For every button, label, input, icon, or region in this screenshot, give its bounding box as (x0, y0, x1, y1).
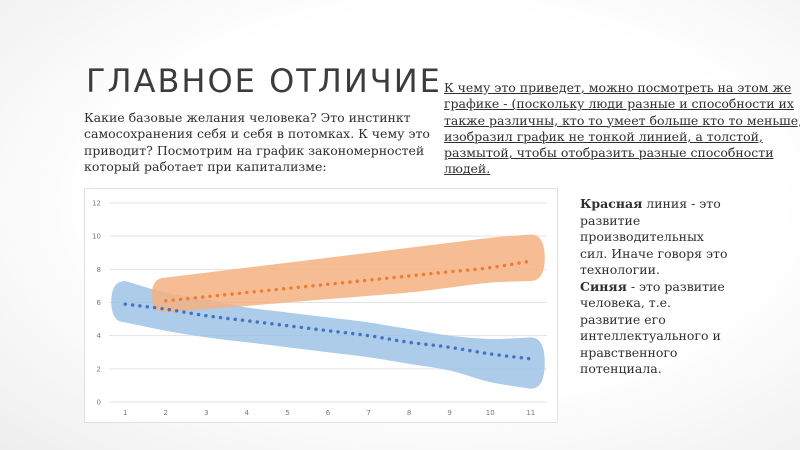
explanation-line: людей. (444, 161, 491, 177)
x-tick-label: 8 (407, 409, 411, 417)
x-tick-label: 6 (326, 409, 331, 417)
explanation-paragraph: К чему это приведет, можно посмотреть на… (444, 80, 800, 186)
y-tick-label: 10 (92, 233, 101, 241)
explanation-line: размытой, чтобы отобразить разные способ… (444, 145, 774, 161)
explanation-line: изобразил график не тонкой линией, а тол… (444, 128, 763, 144)
explanation-line: графике - (поскольку люди разные и спосо… (444, 96, 794, 112)
chart-frame: 0 2 4 6 8 10 12 1 2 3 4 5 6 7 8 9 10 11 (84, 188, 558, 423)
red-line-description: линия - это развитие производительных си… (580, 196, 728, 277)
x-tick-label: 10 (486, 409, 495, 417)
slide-title: ГЛАВНОЕ ОТЛИЧИЕ (86, 62, 442, 100)
intro-paragraph: Какие базовые желания человека? Это инст… (84, 110, 430, 174)
y-tick-label: 2 (97, 365, 101, 373)
legend-note: Красная линия - это развитие производите… (580, 196, 730, 378)
x-tick-label: 4 (245, 409, 250, 417)
explanation-line: К чему это приведет, можно посмотреть на… (444, 80, 792, 95)
x-tick-label: 1 (123, 409, 127, 417)
x-tick-label: 2 (164, 409, 168, 417)
y-tick-label: 0 (97, 399, 101, 407)
y-tick-label: 12 (92, 200, 101, 208)
blue-line-description: - это развитие человека, т.е. развитие е… (580, 278, 725, 377)
x-tick-label: 5 (285, 409, 289, 417)
x-tick-label: 3 (204, 409, 208, 417)
blue-line-label: Синяя (580, 278, 627, 294)
orange-band (151, 234, 545, 313)
y-tick-label: 6 (97, 299, 102, 307)
x-tick-label: 11 (526, 409, 535, 417)
y-tick-label: 4 (97, 332, 102, 340)
x-tick-label: 9 (447, 409, 451, 417)
y-tick-label: 8 (97, 266, 101, 274)
blue-dotted-trend-line (123, 302, 533, 361)
explanation-line: также различны, кто то умеет больше кто … (444, 112, 800, 128)
orange-dotted-trend-line (164, 259, 533, 303)
x-tick-label: 7 (366, 409, 370, 417)
red-line-label: Красная (580, 196, 643, 211)
